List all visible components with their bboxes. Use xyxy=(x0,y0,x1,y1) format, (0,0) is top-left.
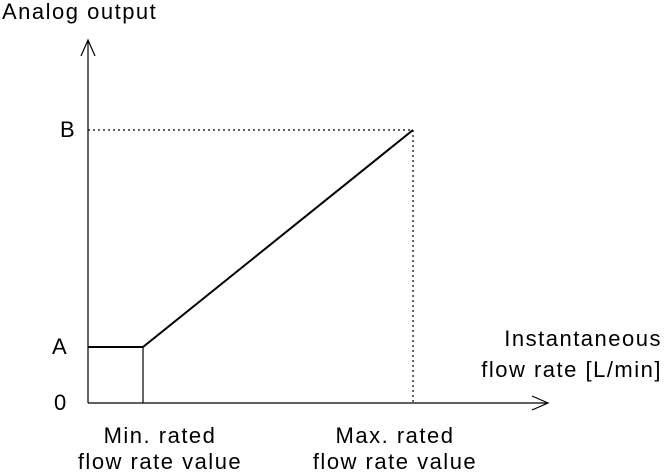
x-axis-title: Instantaneous xyxy=(504,326,662,351)
y-label: 0 xyxy=(54,390,68,415)
x-axis-title: flow rate [L/min] xyxy=(481,357,662,382)
x-label: flow rate value xyxy=(313,449,477,473)
x-label: flow rate value xyxy=(78,449,242,473)
guide-line xyxy=(88,129,414,403)
y-label: A xyxy=(52,334,68,359)
y-label: B xyxy=(60,117,76,142)
x-label: Min. rated xyxy=(104,423,217,448)
x-axis xyxy=(88,395,550,411)
y-axis-title: Analog output xyxy=(2,0,157,24)
x-label: Max. rated xyxy=(336,423,455,448)
y-axis xyxy=(80,38,96,403)
output-line xyxy=(88,129,414,348)
